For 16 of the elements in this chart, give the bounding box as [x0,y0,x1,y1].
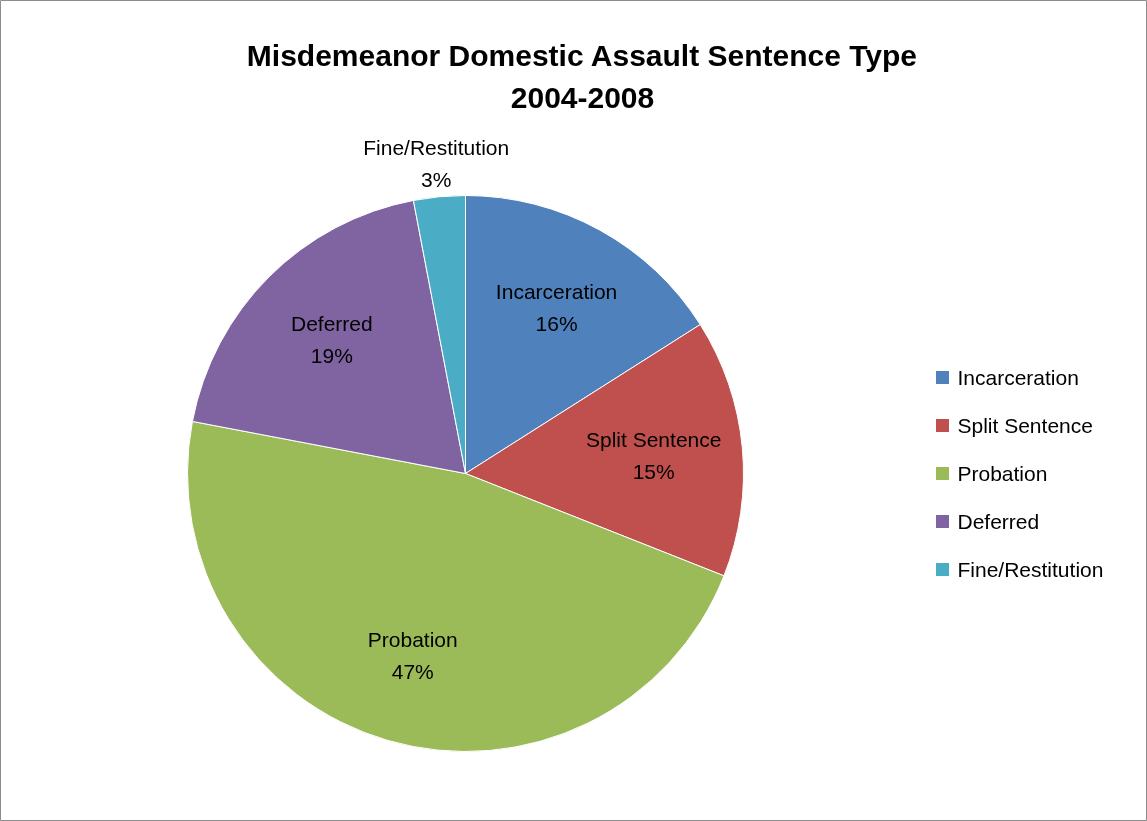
data-label: 19% [310,344,353,368]
data-label: 16% [535,312,578,336]
slice-label: Incarceration [495,280,618,304]
slice-label: Probation [367,627,458,651]
data-label: 3% [421,168,452,192]
legend-label: Fine/Restitution [957,558,1104,581]
slice-label: Split Sentence [585,428,722,452]
legend-label: Probation [957,462,1048,485]
legend-label: Split Sentence [957,414,1093,437]
slice-label: Fine/Restitution [363,136,510,160]
legend-label: Incarceration [957,366,1079,389]
data-label: 15% [632,460,675,484]
data-label: 47% [391,659,434,683]
legend-label: Deferred [957,510,1040,533]
slice-label: Deferred [290,312,373,336]
chart-title: Misdemeanor Domestic Assault Sentence Type 2004-2008 [246,39,918,114]
